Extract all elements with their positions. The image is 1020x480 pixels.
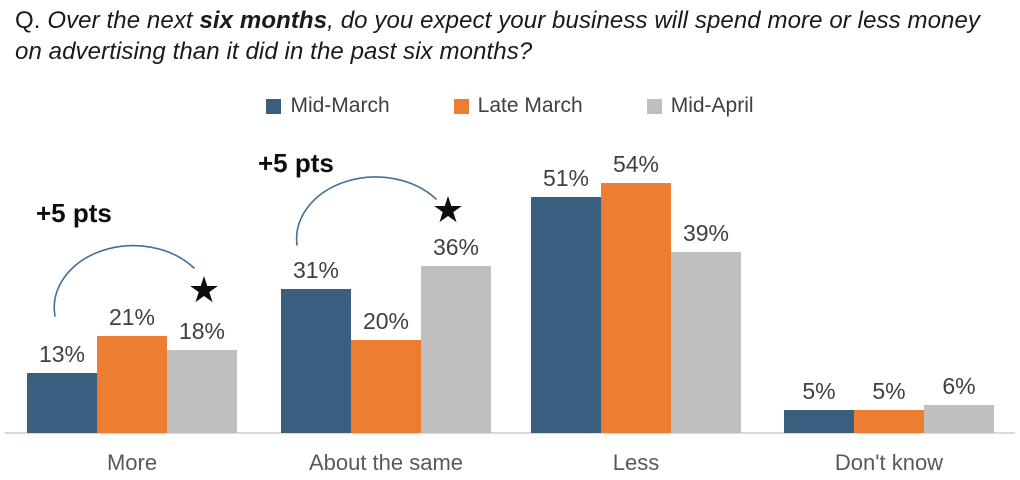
value-label-mid-march-about-the-same: 31% [292, 257, 340, 283]
bar-mid-march-more [27, 373, 97, 433]
category-label-less: Less [612, 450, 660, 475]
bar-late-march-about-the-same [351, 340, 421, 433]
legend-label-late-march: Late March [477, 94, 583, 117]
bar-mid-april-less [671, 252, 741, 433]
value-label-mid-april-more: 18% [178, 318, 226, 344]
star-icon-more: ★ [187, 269, 221, 310]
legend-label-mid-april: Mid-April [670, 94, 754, 117]
bar-mid-march-don-t-know [784, 410, 854, 433]
chart-question-title: Q. Over the next six months, do you expe… [15, 6, 1005, 67]
bar-mid-april-more [167, 350, 237, 433]
legend-swatch-icon-mid-march [266, 98, 282, 114]
legend-item-mid-march: Mid-March [266, 94, 390, 118]
legend-swatch-icon-mid-april [646, 98, 662, 114]
question-prefix: Q. [15, 7, 41, 34]
value-label-late-march-don-t-know: 5% [872, 378, 906, 404]
value-label-mid-april-about-the-same: 36% [432, 234, 480, 260]
annotation-plus5-more: +5 pts [36, 198, 112, 228]
value-label-mid-march-more: 13% [38, 341, 86, 367]
question-text-start: Over the next [40, 7, 200, 34]
value-label-late-march-more: 21% [108, 304, 156, 330]
question-bold-phrase: six months [199, 7, 328, 34]
value-label-mid-march-less: 51% [542, 165, 590, 191]
legend-item-mid-april: Mid-April [646, 94, 754, 118]
legend-item-late-march: Late March [453, 94, 583, 118]
x-axis-line [5, 432, 1015, 434]
star-icon-about-the-same: ★ [431, 189, 465, 230]
bar-mid-april-about-the-same [421, 266, 491, 433]
legend-swatch-icon-late-march [453, 98, 469, 114]
value-label-late-march-about-the-same: 20% [362, 308, 410, 334]
value-label-mid-march-don-t-know: 5% [802, 378, 836, 404]
category-label-more: More [106, 450, 158, 475]
bar-mid-march-about-the-same [281, 289, 351, 433]
category-label-don-t-know: Don't know [834, 450, 944, 475]
category-label-about-the-same: About the same [308, 450, 464, 475]
annotation-plus5-about-the-same: +5 pts [258, 148, 334, 178]
bar-mid-march-less [531, 197, 601, 433]
bar-late-march-don-t-know [854, 410, 924, 433]
bar-late-march-more [97, 336, 167, 433]
legend-label-mid-march: Mid-March [290, 94, 390, 117]
value-label-mid-april-less: 39% [682, 220, 730, 246]
bar-mid-april-don-t-know [924, 405, 994, 433]
question-text-end: , do you expect your business will spend… [15, 7, 981, 65]
value-label-mid-april-don-t-know: 6% [942, 373, 976, 399]
chart-legend: Mid-March Late March Mid-April [0, 94, 1020, 118]
bar-late-march-less [601, 183, 671, 433]
value-label-late-march-less: 54% [612, 151, 660, 177]
